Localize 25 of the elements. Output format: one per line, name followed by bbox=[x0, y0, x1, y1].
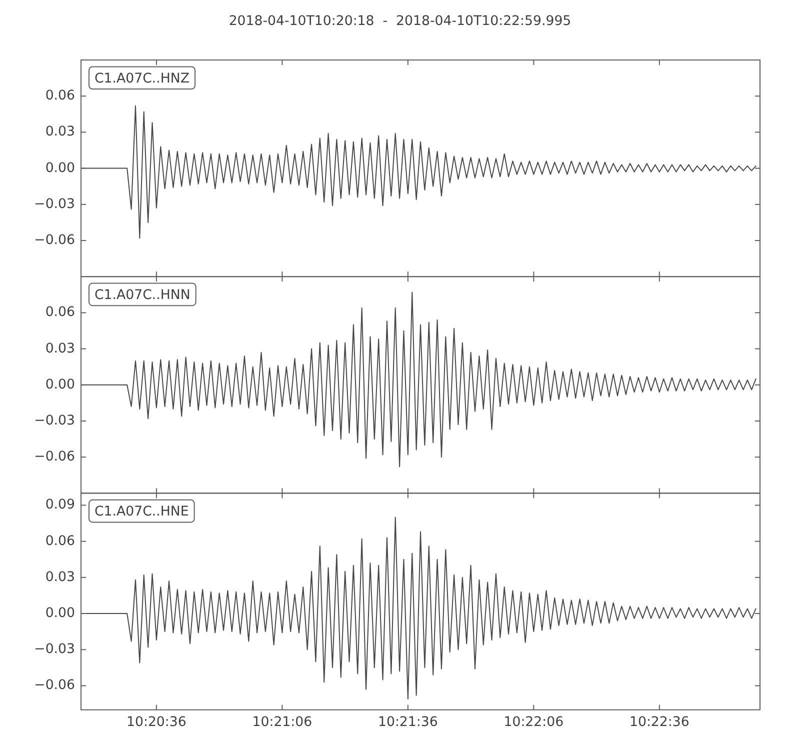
x-tick-label: 10:21:06 bbox=[252, 714, 312, 730]
x-tick-label: 10:22:36 bbox=[629, 714, 690, 730]
y-tick-label: 0.06 bbox=[45, 88, 75, 104]
y-tick-label: 0.03 bbox=[45, 124, 75, 140]
y-tick-label: 0.06 bbox=[45, 305, 75, 320]
y-tick-label: −0.06 bbox=[34, 450, 75, 465]
y-tick-label: 0.00 bbox=[45, 377, 75, 392]
x-tick-label: 10:21:36 bbox=[378, 714, 438, 730]
y-tick-label: 0.00 bbox=[45, 160, 75, 176]
annotation: C1.A07C..HNN bbox=[94, 287, 190, 302]
annotation: C1.A07C..HNZ bbox=[94, 70, 190, 86]
y-tick-label: 0.03 bbox=[45, 570, 75, 585]
y-tick-label: −0.06 bbox=[34, 678, 75, 694]
y-tick-label: −0.03 bbox=[34, 196, 75, 212]
y-tick-label: 0.00 bbox=[45, 606, 75, 622]
x-tick-label: 10:20:36 bbox=[126, 714, 186, 730]
chart-title: 2018-04-10T10:20:18 - 2018-04-10T10:22:59.995 bbox=[228, 14, 572, 29]
x-tick-label: 10:22:06 bbox=[504, 714, 564, 730]
y-tick-label: 0.06 bbox=[45, 534, 75, 549]
y-tick-label: 0.03 bbox=[45, 341, 75, 356]
y-tick-label: −0.03 bbox=[34, 414, 75, 428]
y-tick-label: −0.03 bbox=[34, 642, 75, 658]
y-tick-label: 0.09 bbox=[45, 498, 75, 513]
annotation: C1.A07C..HNE bbox=[94, 504, 189, 520]
y-tick-label: −0.06 bbox=[34, 233, 75, 248]
